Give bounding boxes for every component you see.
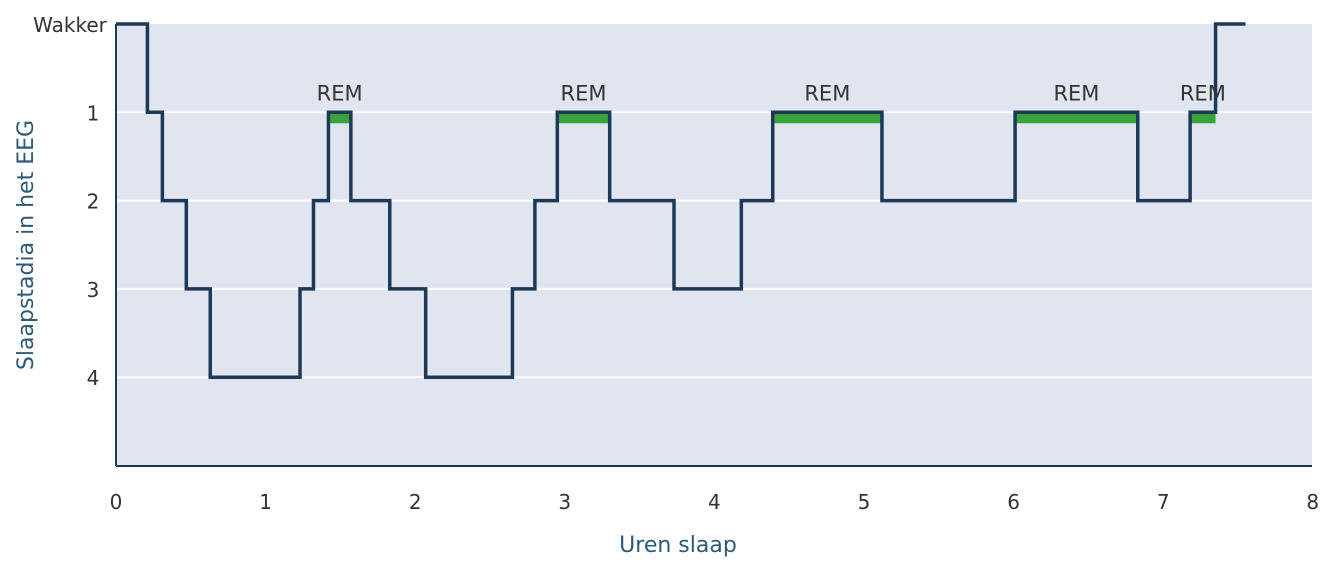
rem-label: REM bbox=[1180, 81, 1226, 105]
rem-label: REM bbox=[561, 81, 607, 105]
rem-label: REM bbox=[317, 81, 363, 105]
x-tick-label: 5 bbox=[858, 490, 871, 514]
rem-bars bbox=[328, 112, 1216, 124]
rem-labels: REM REM REM REM REM bbox=[317, 81, 1226, 105]
y-tick-label: 3 bbox=[87, 278, 100, 302]
plot-background bbox=[116, 24, 1312, 466]
rem-bar bbox=[1190, 112, 1216, 124]
y-tick-labels: Wakker 1 2 3 4 bbox=[33, 13, 108, 390]
rem-bar bbox=[328, 112, 351, 124]
y-tick-label: 1 bbox=[87, 101, 100, 125]
y-tick-label: 4 bbox=[87, 366, 100, 390]
rem-label: REM bbox=[1053, 81, 1099, 105]
x-tick-label: 0 bbox=[110, 490, 123, 514]
x-axis-title: Uren slaap bbox=[619, 533, 737, 558]
hypnogram-line bbox=[116, 22, 1246, 379]
x-tick-label: 2 bbox=[409, 490, 422, 514]
rem-bar bbox=[772, 112, 882, 124]
y-axis-title: Slaapstadia in het EEG bbox=[14, 120, 39, 370]
x-tick-label: 1 bbox=[259, 490, 272, 514]
rem-label: REM bbox=[804, 81, 850, 105]
x-tick-label: 7 bbox=[1157, 490, 1170, 514]
x-tick-label: 3 bbox=[558, 490, 571, 514]
rem-bar bbox=[1015, 112, 1138, 124]
rem-bar bbox=[557, 112, 610, 124]
y-tick-label: Wakker bbox=[33, 13, 108, 37]
x-tick-label: 4 bbox=[708, 490, 721, 514]
axes bbox=[115, 24, 1312, 467]
x-tick-label: 6 bbox=[1007, 490, 1020, 514]
y-tick-label: 2 bbox=[87, 190, 100, 214]
x-tick-label: 8 bbox=[1306, 490, 1319, 514]
x-tick-labels: 0 1 2 3 4 5 6 7 8 bbox=[110, 490, 1320, 514]
